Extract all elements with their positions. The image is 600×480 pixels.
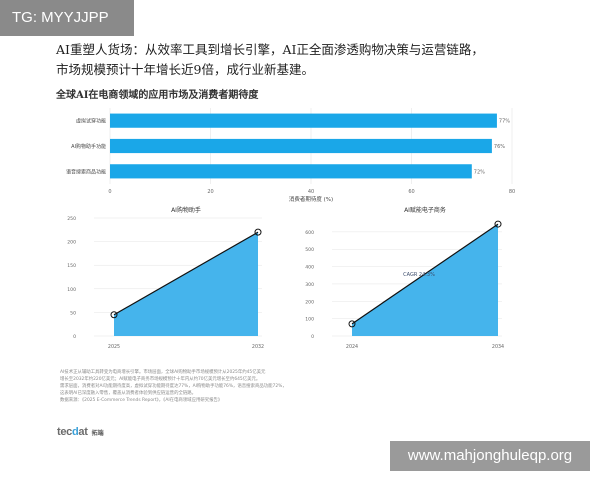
headline: AI重塑人货场：从效率工具到增长引擎，AI正全面渗透购物决策与运营链路， 市场规… xyxy=(56,40,546,80)
y-tick-label: 400 xyxy=(305,265,314,271)
area-fill xyxy=(114,232,258,336)
bar-chart-title: 全球AI在电商领域的应用市场及消费者期待度 xyxy=(56,90,259,101)
bar xyxy=(110,164,472,179)
brand-logo: tecdat 拓端 xyxy=(57,424,104,440)
bar xyxy=(110,113,497,128)
data-point-marker xyxy=(254,228,262,236)
footnotes: AI技术正从辅助工具转变为电商增长引擎。市场层面，全球AI购物助手市场规模预计从… xyxy=(60,369,360,404)
y-tick-label: 200 xyxy=(305,299,314,305)
data-point-marker xyxy=(348,320,356,328)
y-tick-label: 100 xyxy=(305,317,314,323)
telegram-overlay-badge: TG: MYYJJPP xyxy=(0,0,134,36)
category-label: AI购物助手功能 xyxy=(71,143,106,150)
x-axis-label: 消费者期待度 (%) xyxy=(289,195,333,203)
y-tick-label: 300 xyxy=(305,282,314,288)
chart-title: AI赋能电子商务 xyxy=(404,206,446,214)
x-tick-label: 2032 xyxy=(252,344,264,350)
data-label: 72% xyxy=(474,169,485,175)
y-tick-label: 200 xyxy=(67,240,76,246)
footnote-line: 增长至2032年约220亿美元；AI赋能电子商务市场规模预计十年内从约70亿美元… xyxy=(60,377,261,382)
y-tick-label: 100 xyxy=(67,287,76,293)
x-tick-label: 2025 xyxy=(108,344,120,350)
category-label: 虚拟试穿功能 xyxy=(76,118,106,125)
data-label: 77% xyxy=(499,119,510,125)
data-point-marker xyxy=(494,220,502,228)
cagr-annotation: CAGR 24.3% xyxy=(403,272,435,278)
horizontal-bar-chart: 0 20 40 60 80 虚拟试穿功能 77% AI购物助手功能 76% 语音搜索商品功能 72%… xyxy=(66,108,515,203)
bar xyxy=(110,138,492,154)
ai-ecommerce-chart: AI赋能电子商务 0 100 200 300 400 500 600 2024 2034 CAGR … xyxy=(305,206,504,350)
footnote-source: 数据来源：《2025 E-Commerce Trends Report》，《AI… xyxy=(60,398,223,403)
trend-line xyxy=(351,223,499,325)
ai-shopping-assistant-chart: AI购物助手 0 50 100 150 200 250 2025 2032 xyxy=(67,206,264,350)
logo-mark: tecdat xyxy=(57,426,88,438)
footnote-line: 这表明AI已深度融入零售，覆盖从消费者体验到供应链运营的全链路。 xyxy=(60,391,197,396)
x-tick-label: 80 xyxy=(509,189,515,195)
footnote-line: 需求层面，消费者对AI功能期待度高，虚拟试穿功能期待度达77%，AI购物助手功能… xyxy=(60,384,287,389)
data-point-marker xyxy=(110,311,118,319)
headline-line-2: 市场规模预计十年增长近9倍，成行业新基建。 xyxy=(56,62,314,77)
y-tick-label: 50 xyxy=(70,310,76,316)
x-tick-label: 40 xyxy=(308,189,314,195)
y-tick-label: 500 xyxy=(305,247,314,253)
x-tick-label: 0 xyxy=(108,189,111,195)
category-label: 语音搜索商品功能 xyxy=(66,168,106,175)
y-tick-label: 150 xyxy=(67,263,76,269)
trend-line xyxy=(113,231,259,316)
logo-cn-name: 拓端 xyxy=(91,429,104,437)
y-tick-label: 0 xyxy=(311,334,314,340)
chart-title: AI购物助手 xyxy=(171,206,201,214)
x-tick-label: 20 xyxy=(207,189,213,195)
y-tick-label: 250 xyxy=(67,216,76,222)
footnote-line: AI技术正从辅助工具转变为电商增长引擎。市场层面，全球AI购物助手市场规模预计从… xyxy=(60,370,266,375)
data-label: 76% xyxy=(494,144,505,150)
y-tick-label: 600 xyxy=(305,230,314,236)
website-watermark: www.mahjonghuleqp.org xyxy=(390,441,590,471)
y-tick-label: 0 xyxy=(73,334,76,340)
area-fill xyxy=(352,224,498,336)
headline-line-1: AI重塑人货场：从效率工具到增长引擎，AI正全面渗透购物决策与运营链路， xyxy=(56,42,484,57)
x-tick-label: 2024 xyxy=(346,344,358,350)
x-tick-label: 60 xyxy=(408,189,414,195)
x-tick-label: 2034 xyxy=(492,344,504,350)
